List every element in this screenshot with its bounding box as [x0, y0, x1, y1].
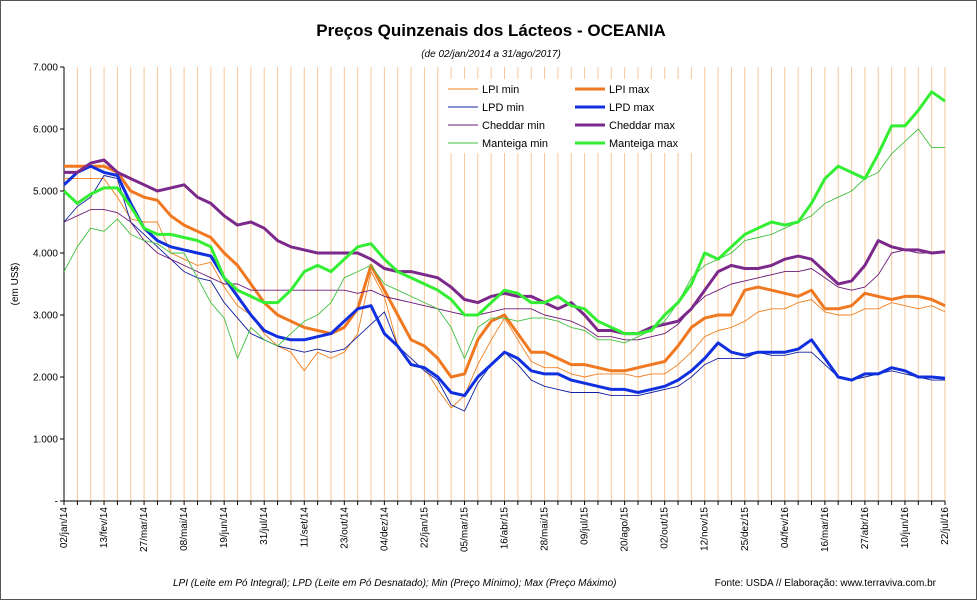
series-line-lpi-min	[64, 178, 946, 409]
x-tick-label: 19/jun/14	[219, 507, 230, 549]
x-tick-label: 28/mai/15	[540, 507, 551, 551]
legend-label: Manteiga max	[609, 138, 679, 150]
footer-source: Fonte: USDA // Elaboração: www.terraviva…	[715, 578, 937, 589]
x-tick-label: 04/dez/14	[379, 507, 390, 551]
legend-label: LPD max	[609, 102, 655, 114]
y-tick-label: 3.000	[33, 311, 58, 322]
x-tick-label: 09/jul/15	[580, 507, 591, 545]
chart-subtitle: (de 02/jan/2014 a 31/ago/2017)	[421, 49, 561, 60]
x-tick-label: 08/mai/14	[179, 507, 190, 551]
x-tick-label: 16/mar/16	[820, 507, 831, 552]
x-tick-label: 22/jul/16	[940, 507, 951, 545]
x-tick-label: 20/ago/15	[620, 507, 631, 552]
legend-label: Cheddar max	[609, 120, 676, 132]
series-line-cheddar-min	[63, 209, 945, 341]
x-tick-label: 13/fev/14	[99, 507, 110, 549]
y-tick-label: 5.000	[33, 187, 58, 198]
y-tick-label: 1.000	[33, 435, 58, 446]
x-tick-label: 31/jul/14	[259, 507, 270, 545]
x-tick-label: 27/abr/16	[860, 507, 871, 550]
x-tick-label: 10/jun/16	[900, 507, 911, 549]
y-tick-label: 7.000	[33, 63, 58, 74]
y-tick-label: 4.000	[33, 249, 58, 260]
x-tick-label: 02/jan/14	[59, 507, 70, 549]
legend-label: Manteiga min	[482, 138, 548, 150]
series-line-cheddar-max	[64, 158, 946, 336]
x-tick-label: 16/abr/15	[500, 507, 511, 550]
x-tick-label: 25/dez/15	[740, 507, 751, 551]
series-line-lpd-max	[62, 164, 946, 398]
y-tick-label: -	[55, 497, 58, 508]
x-tick-label: 12/nov/15	[700, 507, 711, 551]
series-line-lpi-max	[64, 164, 946, 379]
x-tick-label: 05/mar/15	[459, 507, 470, 552]
x-tick-label: 22/jan/15	[419, 507, 430, 549]
x-tick-label: 27/mar/14	[139, 507, 150, 552]
legend-box	[441, 79, 703, 153]
title-box	[311, 9, 673, 65]
y-axis-label: (em US$)	[10, 263, 21, 306]
footer-legend-note: LPI (Leite em Pó Integral); LPD (Leite e…	[173, 578, 617, 589]
legend-label: LPD min	[482, 102, 524, 114]
x-tick-label: 11/set/14	[299, 507, 310, 548]
y-tick-label: 6.000	[33, 125, 58, 136]
x-tick-label: 23/out/14	[339, 507, 350, 549]
x-tick-label: 04/fev/16	[780, 507, 791, 549]
legend-label: LPI max	[609, 84, 650, 96]
x-tick-label: 02/out/15	[660, 507, 671, 549]
y-tick-label: 2.000	[33, 373, 58, 384]
chart-title: Preços Quinzenais dos Lácteos - OCEANIA	[316, 21, 666, 40]
series-line-manteiga-max	[62, 90, 946, 336]
legend-label: Cheddar min	[482, 120, 545, 132]
legend-label: LPI min	[482, 84, 519, 96]
